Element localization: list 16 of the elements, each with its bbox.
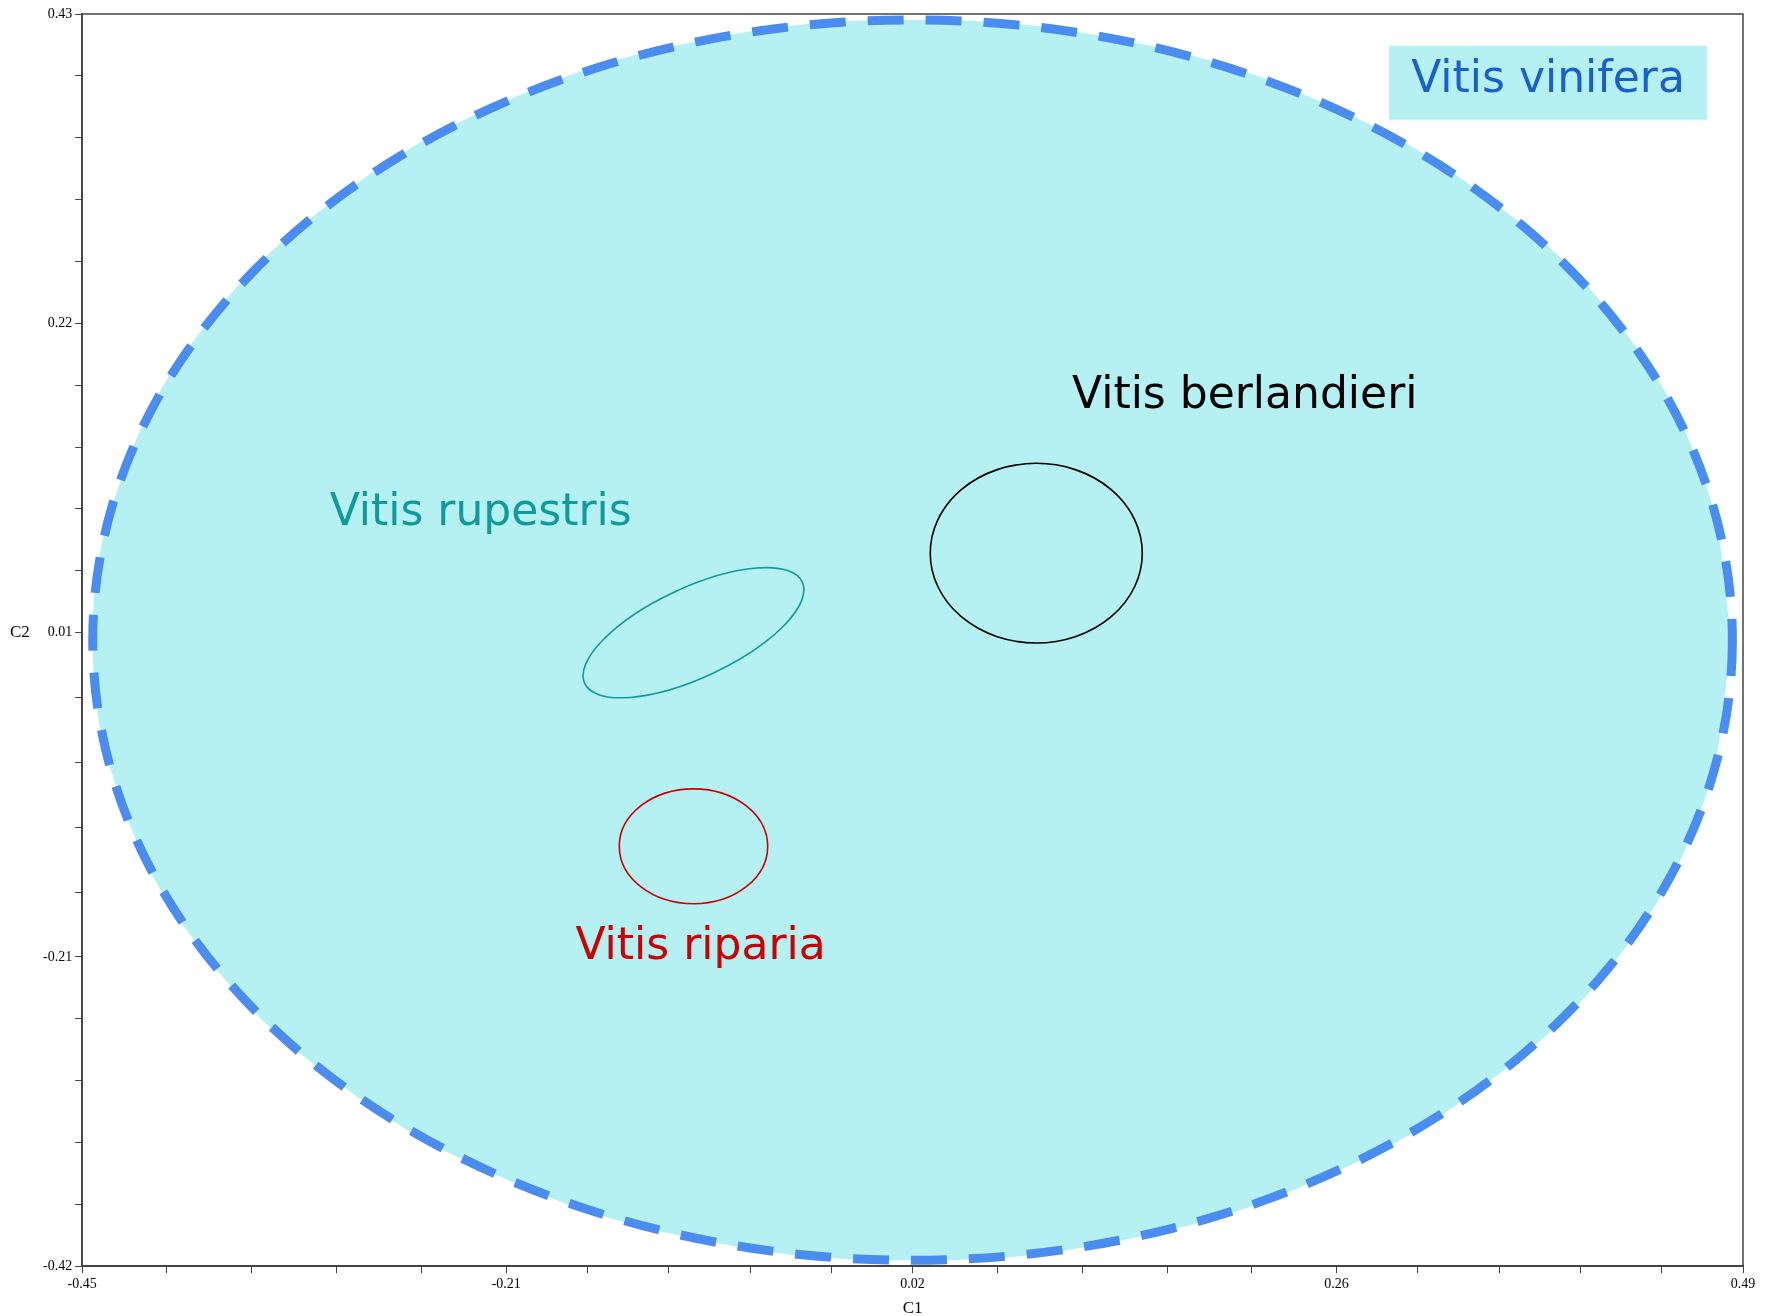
x-tick-label: 0.02 [900,1276,925,1292]
y-tick-label: 0.22 [47,315,73,331]
x-tick-label: -0.21 [491,1276,521,1292]
y-axis-title: C2 [10,622,30,642]
annotation: Vitis berlandieri [1072,367,1418,419]
y-tick-label: 0.43 [47,5,73,21]
y-tick-label: 0.01 [47,624,73,640]
annotation: Vitis rupestris [329,483,632,535]
x-tick-label: 0.26 [1324,1276,1349,1292]
annotation: Vitis vinifera [1411,50,1685,102]
x-tick-label: 0.49 [1730,1276,1756,1292]
y-tick-label: -0.21 [42,948,73,964]
y-tick-label: -0.42 [42,1257,73,1273]
x-axis-title: C1 [902,1298,923,1316]
x-tick-label: -0.45 [67,1276,97,1292]
annotation: Vitis riparia [575,918,826,970]
